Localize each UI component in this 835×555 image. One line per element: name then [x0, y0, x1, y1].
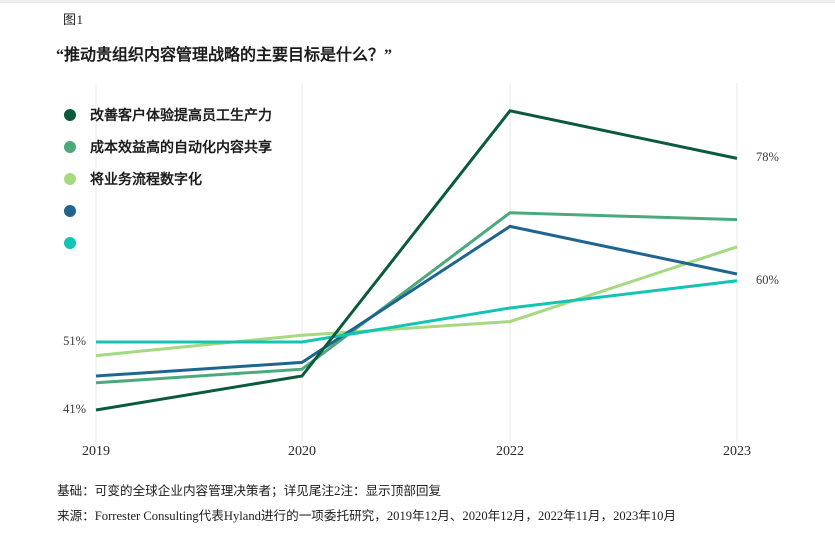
y-axis-label: 60%: [756, 272, 779, 287]
legend-label: 改善客户体验提高员工生产力: [90, 109, 272, 124]
y-axis-label: 41%: [63, 402, 86, 416]
legend-dot: [64, 141, 76, 153]
legend-label: 成本效益高的自动化内容共享: [90, 141, 272, 156]
page-top-divider: [0, 0, 835, 3]
x-axis-label: 2023: [723, 444, 751, 459]
legend-dot: [64, 205, 76, 217]
legend-item: 改善客户体验提高员工生产力: [64, 108, 272, 124]
chart-footnotes: 基础：可变的全球企业内容管理决策者；详见尾注2注：显示顶部回复 来源：Forre…: [57, 479, 797, 529]
x-axis-label: 2022: [496, 444, 524, 459]
y-axis-label: 78%: [756, 150, 779, 165]
legend-dot: [64, 109, 76, 121]
chart-title: “推动贵组织内容管理战略的主要目标是什么？”: [56, 47, 393, 64]
legend-item: 将业务流程数字化: [64, 172, 272, 188]
series-line-1: [95, 211, 738, 385]
series-line-3: [95, 224, 738, 378]
chart-legend: 改善客户体验提高员工生产力 成本效益高的自动化内容共享 将业务流程数字化: [64, 108, 272, 250]
series-line-0: [95, 109, 738, 412]
x-axis-label: 2020: [288, 444, 316, 459]
x-axis-label: 2019: [82, 444, 110, 459]
series-line-2: [95, 245, 738, 358]
legend-item: [64, 236, 272, 250]
legend-dot: [64, 173, 76, 185]
figure-label: 图1: [63, 12, 84, 27]
legend-label: 将业务流程数字化: [90, 173, 202, 188]
base-note: 基础：可变的全球企业内容管理决策者；详见尾注2注：显示顶部回复: [57, 484, 442, 498]
source-note: 来源：Forrester Consulting代表Hyland进行的一项委托研究…: [57, 509, 677, 523]
legend-dot: [64, 237, 76, 249]
legend-item: [64, 204, 272, 218]
legend-item: 成本效益高的自动化内容共享: [64, 140, 272, 156]
y-axis-label: 51%: [63, 334, 86, 348]
series-line-4: [96, 279, 738, 344]
